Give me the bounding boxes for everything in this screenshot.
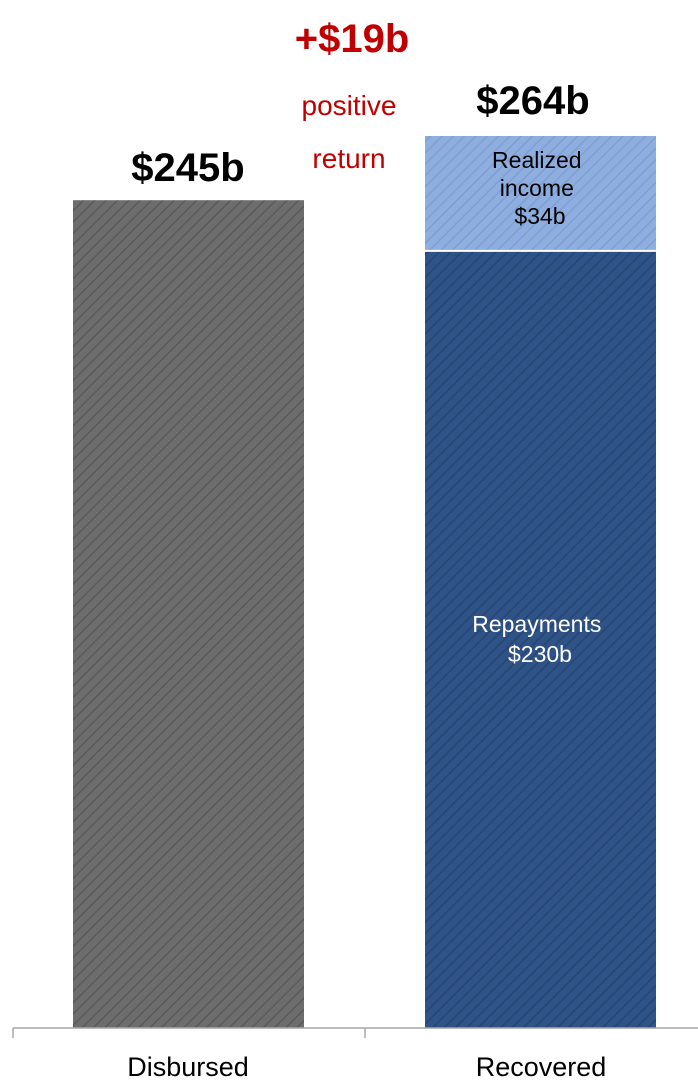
return-annotation-amount: +$19b <box>295 17 410 61</box>
return-annotation-line2: return <box>312 143 385 174</box>
bar-recovered-repayments <box>425 250 656 1028</box>
segment-label-repayments: Repayments $230b <box>472 611 608 667</box>
bar-recovered-realized-income <box>425 136 656 251</box>
return-annotation-line1: positive <box>302 90 397 121</box>
realized-income-value: $34b <box>514 203 565 229</box>
total-label-disbursed: $245b <box>131 146 244 190</box>
repayments-value: $230b <box>508 641 572 667</box>
bar-disbursed <box>73 200 304 1029</box>
x-tick-label-recovered: Recovered <box>476 1052 607 1081</box>
realized-income-name-line2: income <box>500 175 574 201</box>
total-label-recovered: $264b <box>476 79 589 123</box>
repayments-name: Repayments <box>472 611 601 637</box>
x-tick-label-disbursed: Disbursed <box>127 1052 249 1081</box>
realized-income-name-line1: Realized <box>492 147 582 173</box>
segment-label-realized-income: Realized income $34b <box>492 147 588 229</box>
